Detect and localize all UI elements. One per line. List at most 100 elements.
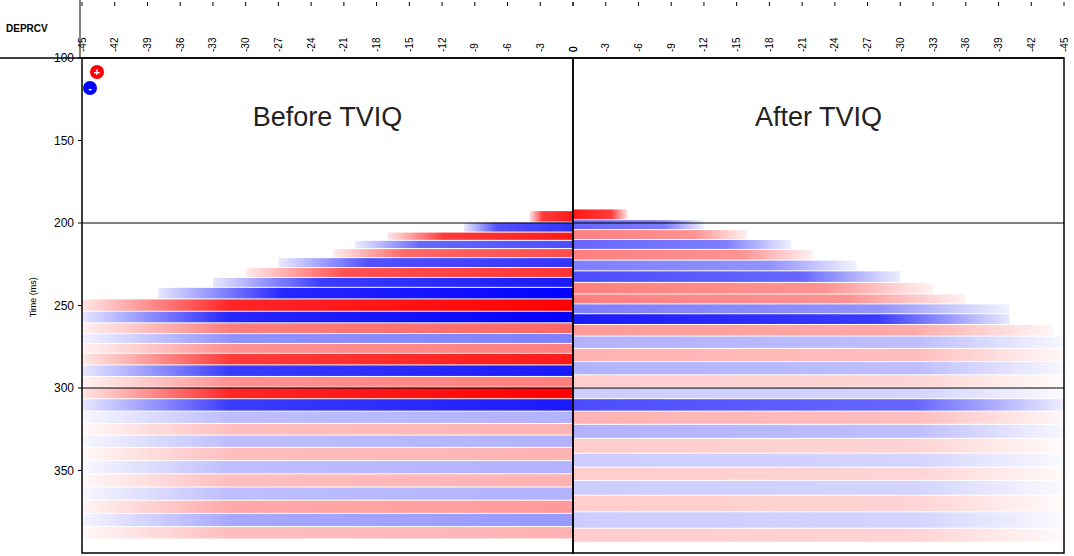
reflection-event	[82, 399, 573, 410]
x-tick	[82, 2, 83, 6]
reflection-event	[82, 312, 573, 323]
reflection-event	[82, 461, 573, 473]
reflection-event	[573, 375, 1064, 386]
reflection-event	[82, 388, 573, 399]
x-tick-label: 0	[568, 46, 579, 52]
polarity-icon	[90, 65, 104, 79]
polarity-icon	[83, 81, 97, 95]
panel-frame	[573, 58, 1064, 553]
reflection-event	[82, 377, 573, 387]
x-tick	[573, 2, 574, 6]
reflection-event	[529, 211, 573, 222]
reflection-event	[213, 278, 573, 287]
x-tick	[769, 2, 770, 6]
reflection-event	[464, 223, 573, 232]
x-tick	[180, 2, 181, 6]
time-line	[82, 223, 573, 224]
reflection-event	[246, 268, 573, 277]
x-tick-label: -39	[993, 37, 1004, 52]
reflection-event	[573, 512, 1064, 528]
x-tick-label: -21	[338, 37, 349, 52]
x-tick-label: -27	[862, 37, 873, 52]
reflection-event	[82, 354, 573, 365]
x-tick	[212, 2, 213, 6]
x-tick-label: -45	[77, 37, 88, 52]
reflection-event	[573, 250, 813, 260]
x-tick	[474, 2, 475, 6]
reflection-event	[388, 233, 573, 240]
polarity-label: +	[94, 66, 100, 78]
y-tick	[78, 470, 82, 471]
x-tick-label: -6	[633, 43, 644, 52]
x-tick-label: -30	[240, 37, 251, 52]
x-tick-label: -15	[731, 37, 742, 52]
time-line	[82, 388, 573, 389]
x-tick	[998, 2, 999, 6]
reflection-event	[573, 220, 704, 229]
reflection-event	[573, 399, 1064, 410]
reflection-event	[82, 424, 573, 435]
x-tick-label: -15	[404, 37, 415, 52]
reflection-event	[333, 249, 573, 257]
reflection-event	[573, 294, 966, 303]
reflection-event	[573, 349, 1064, 361]
y-tick	[78, 140, 82, 141]
x-tick-label: -24	[306, 37, 317, 52]
x-tick-label: -3	[535, 43, 546, 52]
x-tick-label: -24	[829, 37, 840, 52]
x-tick	[442, 2, 443, 6]
reflection-event	[573, 337, 1064, 348]
x-tick	[1064, 2, 1065, 6]
x-tick-label: -6	[502, 43, 513, 52]
x-tick-label: -30	[895, 37, 906, 52]
x-tick	[965, 2, 966, 6]
y-tick-label: 200	[54, 216, 74, 230]
x-tick-label: -3	[600, 43, 611, 52]
reflection-event	[573, 388, 1064, 399]
reflection-event	[573, 283, 933, 294]
reflection-event	[82, 323, 573, 333]
x-tick	[867, 2, 868, 6]
panel-title: After TVIQ	[755, 102, 882, 132]
x-tick	[376, 2, 377, 6]
reflection-event	[82, 299, 573, 310]
reflection-event	[573, 454, 1064, 467]
y-tick	[78, 58, 82, 59]
reflection-event	[82, 488, 573, 500]
x-tick	[245, 2, 246, 6]
reflection-event	[355, 241, 573, 248]
events	[82, 211, 573, 538]
x-tick	[1031, 2, 1032, 6]
x-tick-label: -39	[142, 37, 153, 52]
x-tick	[573, 2, 574, 6]
reflection-event	[82, 527, 573, 538]
x-tick-label: -12	[437, 37, 448, 52]
y-tick	[78, 388, 82, 389]
y-tick-label: 250	[54, 299, 74, 313]
reflection-event	[573, 412, 1064, 424]
time-line	[573, 223, 1064, 224]
y-tick-label: 100	[54, 51, 74, 65]
x-tick	[933, 2, 934, 6]
x-tick-label: -12	[698, 37, 709, 52]
panel-frame	[82, 58, 573, 553]
y-tick	[78, 223, 82, 224]
reflection-event	[573, 240, 791, 249]
x-tick	[605, 2, 606, 6]
x-tick-label: -36	[175, 37, 186, 52]
x-tick	[802, 2, 803, 6]
x-tick	[409, 2, 410, 6]
x-tick	[736, 2, 737, 6]
reflection-event	[82, 501, 573, 513]
x-tick-label: 0	[568, 46, 579, 52]
x-tick	[343, 2, 344, 6]
reflection-event	[573, 496, 1064, 512]
x-tick-label: -33	[207, 37, 218, 52]
reflection-event	[573, 439, 1064, 453]
events	[573, 209, 1064, 541]
reflection-event	[573, 209, 628, 219]
x-axis-title: DEPRCV	[6, 23, 48, 34]
polarity-label: -	[88, 82, 92, 94]
x-tick	[278, 2, 279, 6]
panel-title: Before TVIQ	[253, 102, 403, 132]
